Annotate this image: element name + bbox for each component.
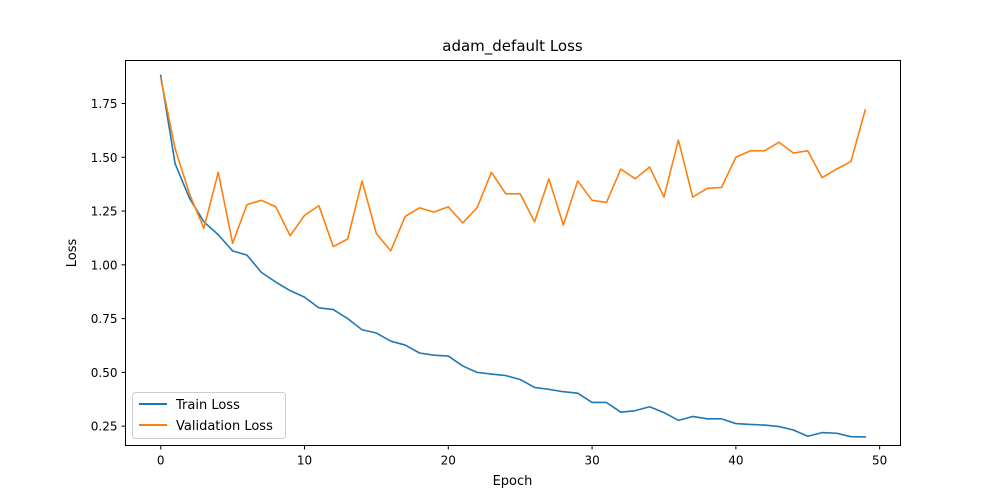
y-tick-label: 1.50 <box>91 151 118 165</box>
x-axis-label: Epoch <box>493 474 533 489</box>
x-tick-label: 20 <box>441 454 456 468</box>
x-tick-label: 50 <box>872 454 887 468</box>
x-axis-ticks: 0 10 20 30 40 50 <box>157 445 887 468</box>
legend: Train Loss Validation Loss <box>132 392 286 439</box>
x-tick-label: 30 <box>584 454 599 468</box>
y-tick-label: 1.25 <box>91 205 118 219</box>
series-line-validation-loss <box>159 76 867 252</box>
y-tick-label: 0.75 <box>91 312 118 326</box>
y-tick-label: 1.00 <box>91 258 118 272</box>
y-tick-label: 1.75 <box>91 97 118 111</box>
plot-area-frame <box>125 60 901 446</box>
series-layer <box>159 74 867 438</box>
legend-label-train-loss: Train Loss <box>175 398 240 413</box>
x-tick-label: 0 <box>157 454 165 468</box>
y-tick-label: 0.25 <box>91 420 118 434</box>
x-tick-label: 40 <box>728 454 743 468</box>
legend-label-validation-loss: Validation Loss <box>176 419 273 434</box>
x-tick-label: 10 <box>297 454 312 468</box>
y-axis-ticks: 0.25 0.50 0.75 1.00 1.25 1.50 1.75 <box>91 97 126 434</box>
y-tick-label: 0.50 <box>91 366 118 380</box>
y-axis-label: Loss <box>65 239 80 268</box>
chart-title: adam_default Loss <box>442 37 583 56</box>
series-line-train-loss <box>159 74 867 438</box>
legend-box <box>132 392 286 439</box>
